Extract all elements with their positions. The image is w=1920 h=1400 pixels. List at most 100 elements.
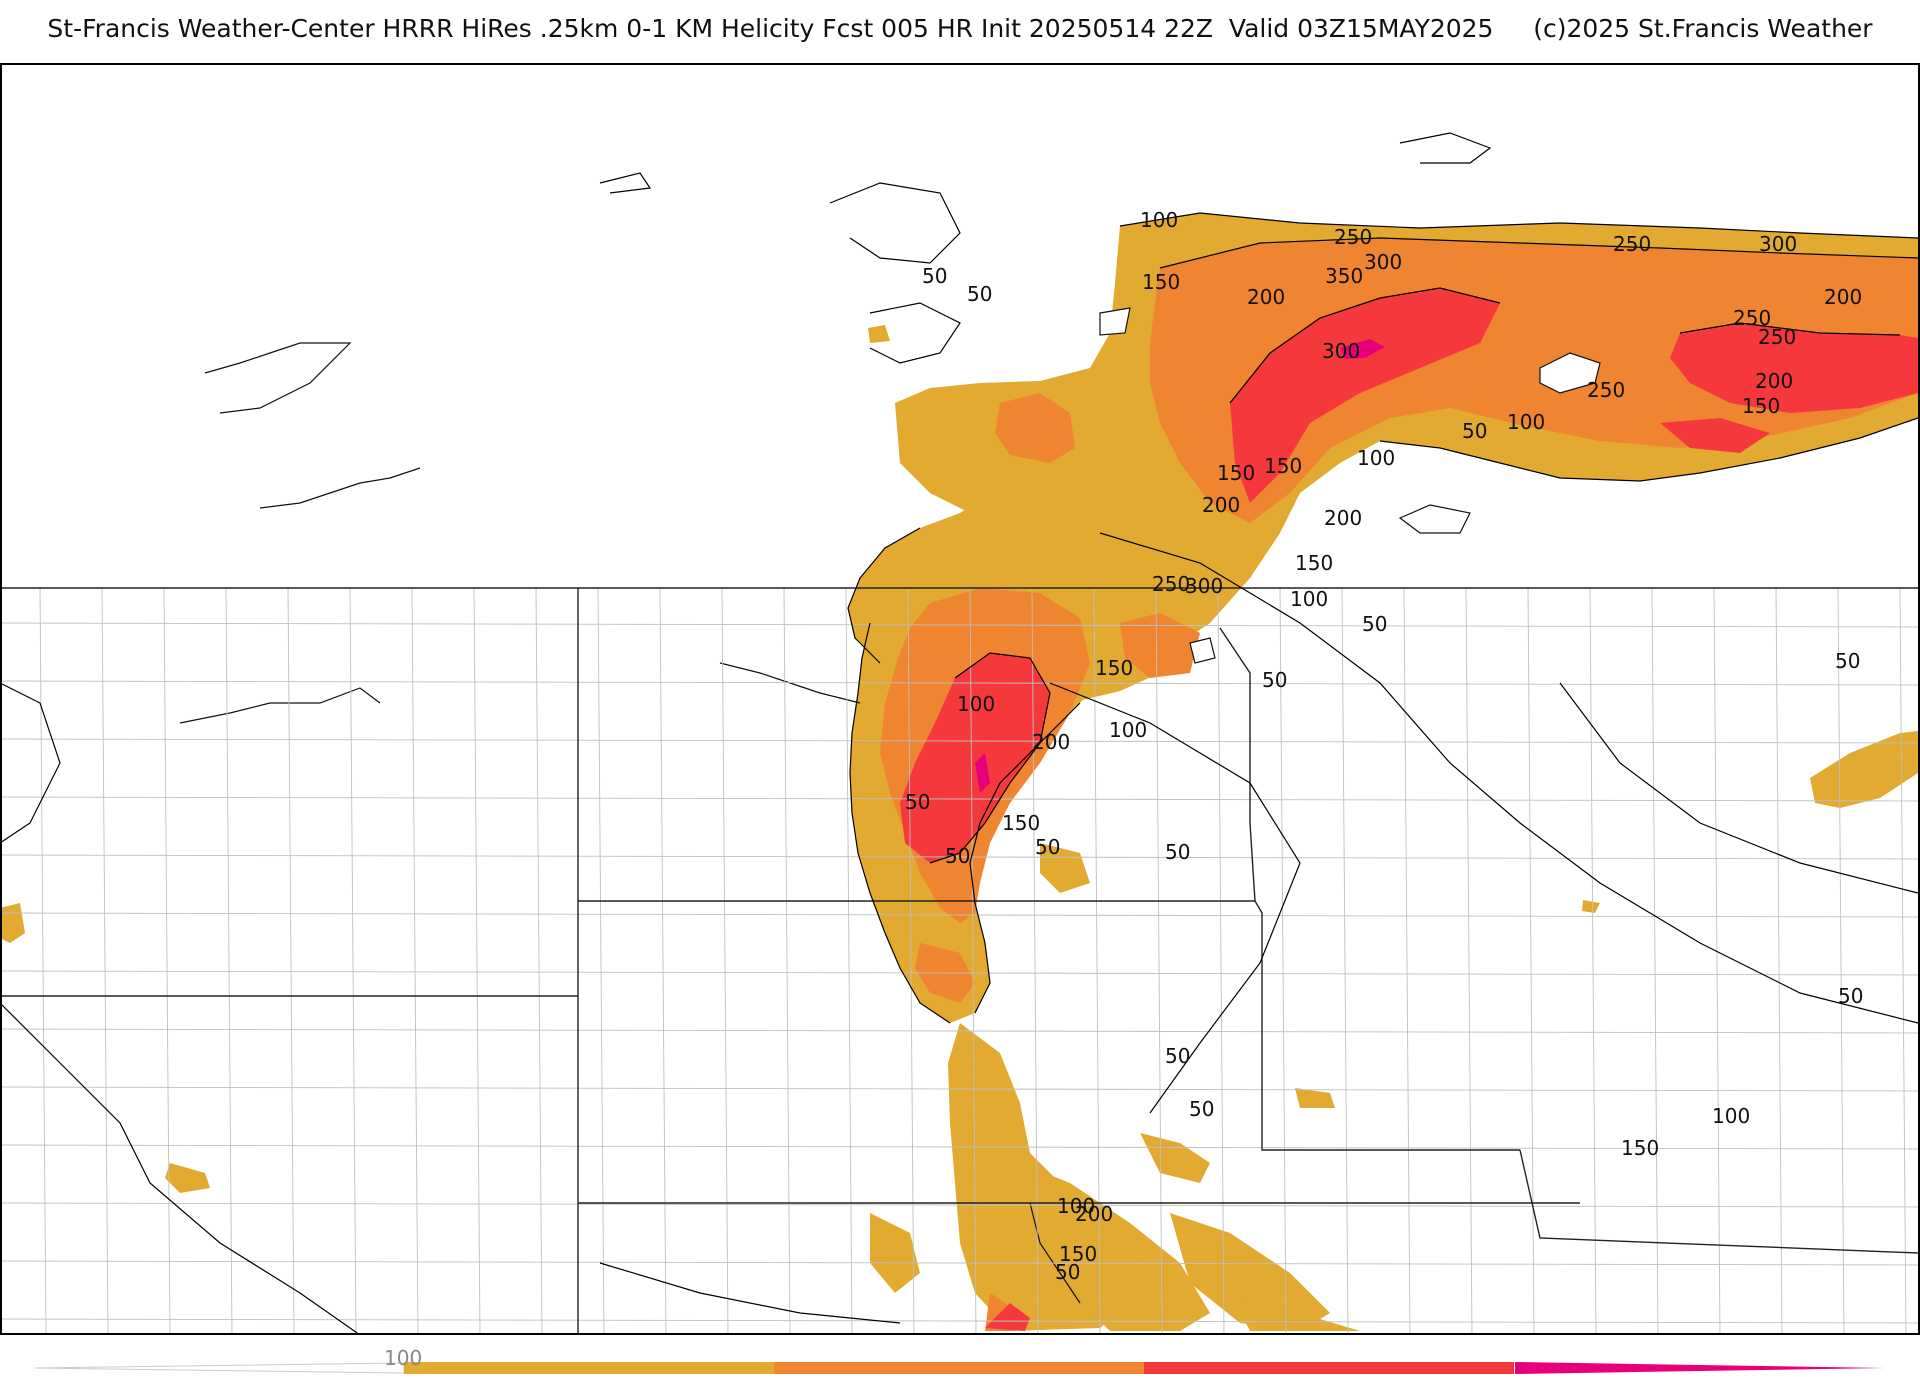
contour-label: 50 (1165, 1044, 1190, 1068)
contour-line (929, 652, 1051, 864)
contour-label: 100 (957, 692, 995, 716)
state-border (1254, 900, 1520, 1151)
contour-line (869, 302, 961, 364)
contour-label: 150 (1142, 270, 1180, 294)
lake-outline (1539, 352, 1601, 394)
helicity-fill-regions (0, 213, 1918, 1331)
county-line (1217, 587, 1225, 1335)
county-line (0, 680, 1920, 686)
contour-label: 250 (1152, 572, 1190, 596)
county-line (0, 1144, 1920, 1150)
county-line (163, 587, 171, 1335)
helicity-region-c50 (1582, 900, 1600, 913)
contour-line (969, 702, 1081, 1014)
helicity-region-c50 (1140, 1133, 1210, 1183)
helicity-region-c250 (1670, 323, 1918, 413)
contour-label: 100 (1507, 410, 1545, 434)
contour-line (1049, 682, 1301, 1114)
lake-outline (1398, 504, 1471, 534)
contour-line (829, 182, 961, 264)
contour-labels: 5050100150200250300350300250250250300200… (905, 208, 1863, 1284)
contour-label: 100 (1712, 1104, 1750, 1128)
contour-label: 250 (1334, 225, 1372, 249)
contour-line (1159, 237, 1919, 269)
helicity-region-c50 (1170, 1213, 1330, 1331)
lake-outline (1189, 637, 1216, 664)
colorbar-segment (404, 1362, 774, 1374)
contour-line (1559, 682, 1919, 894)
contour-label: 50 (1055, 1260, 1080, 1284)
colorbar-low-arrow (34, 1362, 405, 1374)
helicity-region-c50 (0, 903, 25, 943)
county-line (721, 587, 729, 1335)
contour-label: 250 (1758, 325, 1796, 349)
helicity-region-c150 (1150, 238, 1918, 523)
colorbar (34, 1362, 1885, 1374)
helicity-region-c50 (868, 325, 890, 343)
map-title: St-Francis Weather-Center HRRR HiRes .25… (47, 14, 1873, 43)
county-line (0, 622, 1920, 628)
county-line (907, 587, 915, 1335)
county-line (597, 587, 605, 1335)
helicity-region-c50 (895, 393, 1030, 513)
contour-label: 150 (1742, 394, 1780, 418)
county-line (1403, 587, 1411, 1335)
contour-label: 50 (1835, 649, 1860, 673)
county-line (0, 912, 1920, 918)
colorbar-tick-label: 100 (384, 1346, 423, 1370)
contour-label: 150 (1295, 551, 1333, 575)
state-border (1219, 627, 1256, 902)
contour-label: 150 (1264, 454, 1302, 478)
helicity-region-c350 (975, 753, 990, 793)
contour-label: 350 (1325, 264, 1363, 288)
river-line (204, 342, 352, 414)
contour-label: 100 (1357, 446, 1395, 470)
contour-label: 200 (1324, 506, 1362, 530)
county-line (1775, 587, 1783, 1335)
county-line (473, 587, 481, 1335)
contour-label: 250 (1613, 232, 1651, 256)
colorbar-segment (774, 1362, 1144, 1374)
river-line (259, 467, 421, 509)
county-line (349, 587, 357, 1335)
county-line (1093, 587, 1101, 1335)
contour-label: 300 (1759, 232, 1797, 256)
lake-outline (1099, 307, 1131, 336)
helicity-region-c250 (1660, 418, 1770, 453)
contour-label: 300 (1364, 250, 1402, 274)
contour-label: 50 (922, 264, 947, 288)
contour-label: 150 (1621, 1136, 1659, 1160)
county-line (1527, 587, 1535, 1335)
contour-line (847, 527, 921, 664)
county-line (39, 587, 47, 1335)
helicity-map: 5050100150200250300350300250250250300200… (0, 63, 1920, 1335)
contour-label: 100 (1290, 587, 1328, 611)
helicity-contour-lines (0, 132, 1919, 1335)
contour-label: 250 (1733, 306, 1771, 330)
contour-line (1379, 417, 1919, 482)
contour-label: 200 (1755, 369, 1793, 393)
county-line (1155, 587, 1163, 1335)
county-line (1341, 587, 1349, 1335)
contour-label: 50 (945, 844, 970, 868)
contour-label: 50 (1035, 835, 1060, 859)
helicity-region-c350 (1340, 339, 1385, 359)
county-line (1031, 587, 1039, 1335)
contour-label: 200 (1247, 285, 1285, 309)
county-line (287, 587, 295, 1335)
county-line (1465, 587, 1473, 1335)
county-line (0, 854, 1920, 860)
contour-label: 250 (1587, 378, 1625, 402)
helicity-region-c150 (1120, 613, 1200, 678)
helicity-region-c50 (165, 1163, 210, 1193)
county-line (969, 587, 977, 1335)
county-line (0, 1318, 1920, 1324)
contour-label: 50 (1165, 840, 1190, 864)
county-line (0, 1260, 1920, 1266)
contour-label: 100 (1109, 718, 1147, 742)
contour-line (599, 1262, 901, 1324)
helicity-region-c150 (995, 393, 1075, 463)
contour-label: 300 (1185, 574, 1223, 598)
helicity-region-c50 (870, 1213, 920, 1293)
county-line (783, 587, 791, 1335)
